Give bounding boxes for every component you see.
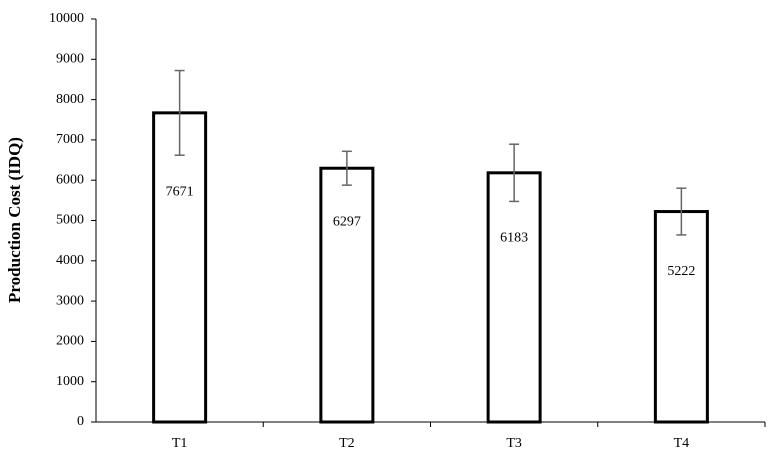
- y-tick-label: 0: [77, 414, 84, 429]
- error-bar: [676, 187, 687, 236]
- y-tick-label: 9000: [56, 52, 84, 67]
- y-tick-label: 2000: [56, 334, 84, 349]
- data-label: 7671: [166, 184, 194, 199]
- data-label: 6183: [500, 231, 528, 246]
- y-axis-label: Production Cost (IDQ): [5, 137, 24, 303]
- y-tick-label: 6000: [56, 172, 84, 187]
- bar: [486, 171, 542, 424]
- y-tick-label: 3000: [56, 293, 84, 308]
- y-tick-label: 1000: [56, 374, 84, 389]
- y-tick-label: 5000: [56, 213, 84, 228]
- x-tick-label: T2: [339, 436, 355, 451]
- error-bar: [509, 143, 520, 203]
- data-label: 5222: [667, 264, 695, 279]
- x-tick-label: T4: [674, 436, 690, 451]
- error-bar: [174, 69, 185, 156]
- y-tick-label: 7000: [56, 132, 84, 147]
- y-tick-label: 8000: [56, 92, 84, 107]
- error-bar: [341, 150, 352, 186]
- y-tick-label: 10000: [49, 11, 84, 26]
- bar: [653, 210, 709, 424]
- data-label: 6297: [333, 214, 361, 229]
- x-tick-label: T3: [506, 436, 522, 451]
- bar: [152, 111, 208, 424]
- y-tick-label: 4000: [56, 253, 84, 268]
- bar: [319, 166, 375, 424]
- x-tick-label: T1: [172, 436, 188, 451]
